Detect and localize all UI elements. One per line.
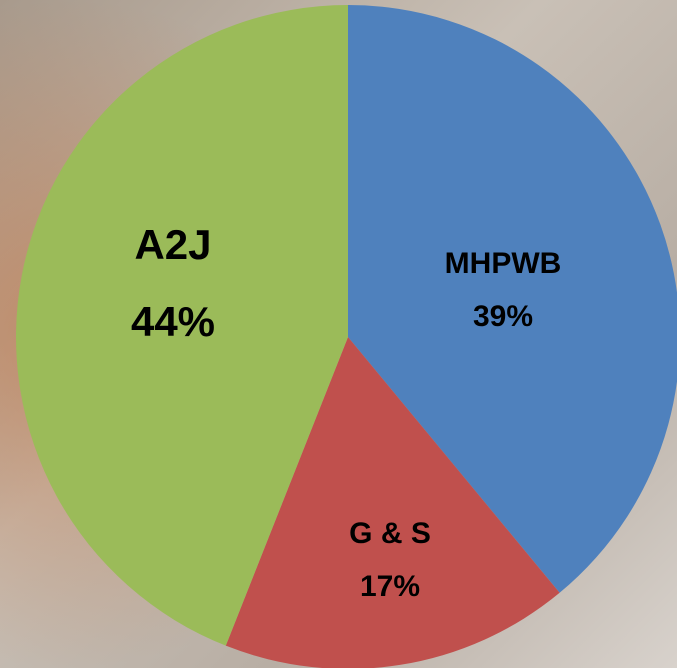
slice-label: MHPWB	[445, 247, 562, 280]
slice-label: G & S	[349, 517, 431, 550]
value-label: 39%	[473, 300, 533, 333]
slice-label: A2J	[134, 221, 211, 268]
value-label: 17%	[360, 570, 420, 603]
labels: MHPWB 39% G & S 17% A2J 44%	[131, 221, 561, 603]
pie	[15, 4, 677, 668]
pie-slice	[15, 4, 349, 646]
pie-slice	[348, 5, 677, 593]
value-label: 44%	[131, 298, 215, 345]
pie-slice	[225, 337, 560, 668]
